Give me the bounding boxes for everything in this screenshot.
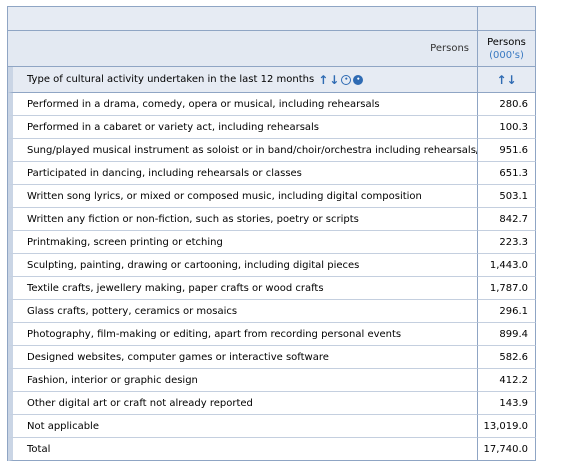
row-label: Textile crafts, jewellery making, paper … (8, 277, 478, 300)
row-label: Sung/played musical instrument as solois… (8, 139, 478, 162)
row-value: 651.3 (478, 162, 536, 185)
down-arrow-icon[interactable]: ↓ (329, 72, 340, 87)
table-row: Participated in dancing, including rehea… (8, 162, 536, 185)
column-label: Persons (8, 31, 478, 67)
table-row: Performed in a drama, comedy, opera or m… (8, 93, 536, 116)
row-value: 100.3 (478, 116, 536, 139)
row-value: 280.6 (478, 93, 536, 116)
row-label: Written any fiction or non-fiction, such… (8, 208, 478, 231)
row-value: 143.9 (478, 392, 536, 415)
row-label: Printmaking, screen printing or etching (8, 231, 478, 254)
column-header[interactable]: Persons (000's) (478, 31, 536, 67)
column-header-row: Persons Persons (000's) (8, 31, 536, 67)
table-row: Glass crafts, pottery, ceramics or mosai… (8, 300, 536, 323)
row-label: Total (8, 438, 478, 461)
column-title: Persons (487, 36, 526, 48)
row-value: 412.2 (478, 369, 536, 392)
table-row: Total 17,740.0 (8, 438, 536, 461)
data-table: Persons Persons (000's) Type of cultural… (7, 6, 536, 461)
row-label: Performed in a cabaret or variety act, i… (8, 116, 478, 139)
row-label: Fashion, interior or graphic design (8, 369, 478, 392)
table-top-row (8, 7, 536, 31)
column-units: (000's) (489, 49, 524, 61)
row-value: 951.6 (478, 139, 536, 162)
collapse-circle-icon[interactable]: • (353, 74, 364, 85)
table-row: Fashion, interior or graphic design 412.2 (8, 369, 536, 392)
row-label: Not applicable (8, 415, 478, 438)
table-row: Performed in a cabaret or variety act, i… (8, 116, 536, 139)
table-row: Designed websites, computer games or int… (8, 346, 536, 369)
table-row: Other digital art or craft not already r… (8, 392, 536, 415)
row-value: 1,787.0 (478, 277, 536, 300)
row-value: 899.4 (478, 323, 536, 346)
row-label: Sculpting, painting, drawing or cartooni… (8, 254, 478, 277)
row-label: Other digital art or craft not already r… (8, 392, 478, 415)
row-value: 582.6 (478, 346, 536, 369)
table-row: Sung/played musical instrument as solois… (8, 139, 536, 162)
table-row: Sculpting, painting, drawing or cartooni… (8, 254, 536, 277)
row-label: Designed websites, computer games or int… (8, 346, 478, 369)
table-row: Photography, film-making or editing, apa… (8, 323, 536, 346)
top-left-cell (8, 7, 478, 31)
table-row: Written song lyrics, or mixed or compose… (8, 185, 536, 208)
row-label: Performed in a drama, comedy, opera or m… (8, 93, 478, 116)
table-row: Not applicable 13,019.0 (8, 415, 536, 438)
sort-controls: ↑ ↓ • • (318, 72, 364, 87)
row-title: Type of cultural activity undertaken in … (27, 74, 315, 85)
table-row: Written any fiction or non-fiction, such… (8, 208, 536, 231)
sort-cell: ↑↓ (478, 67, 536, 93)
expand-circle-icon[interactable]: • (341, 74, 352, 85)
row-value: 13,019.0 (478, 415, 536, 438)
row-title-row: Type of cultural activity undertaken in … (8, 67, 536, 93)
table-row: Printmaking, screen printing or etching 2… (8, 231, 536, 254)
row-label: Written song lyrics, or mixed or compose… (8, 185, 478, 208)
top-right-cell (478, 7, 536, 31)
row-title-cell: Type of cultural activity undertaken in … (8, 67, 478, 93)
table-row: Textile crafts, jewellery making, paper … (8, 277, 536, 300)
row-value: 223.3 (478, 231, 536, 254)
sort-arrows-icon[interactable]: ↑↓ (496, 72, 517, 87)
row-value: 503.1 (478, 185, 536, 208)
up-arrow-icon[interactable]: ↑ (318, 72, 329, 87)
row-value: 296.1 (478, 300, 536, 323)
row-label: Participated in dancing, including rehea… (8, 162, 478, 185)
row-label: Glass crafts, pottery, ceramics or mosai… (8, 300, 478, 323)
row-label: Photography, film-making or editing, apa… (8, 323, 478, 346)
row-value: 1,443.0 (478, 254, 536, 277)
row-value: 17,740.0 (478, 438, 536, 461)
row-value: 842.7 (478, 208, 536, 231)
